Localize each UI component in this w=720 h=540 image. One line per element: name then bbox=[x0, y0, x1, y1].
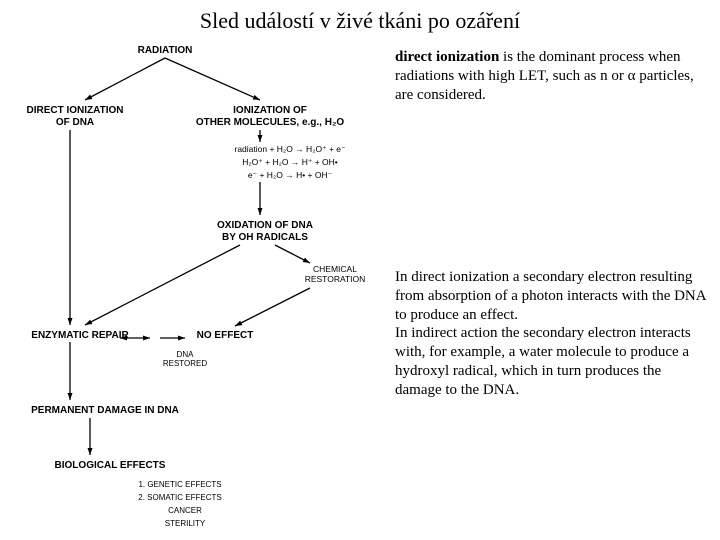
node-enz: ENZYMATIC REPAIR bbox=[15, 330, 145, 342]
node-perm: PERMANENT DAMAGE IN DNA bbox=[15, 405, 195, 417]
node-rx2: H₂O⁺ + H₂O → H⁺ + OH• bbox=[210, 158, 370, 168]
node-g3: CANCER bbox=[145, 506, 225, 515]
node-other: IONIZATION OF OTHER MOLECULES, e.g., H₂O bbox=[180, 105, 360, 128]
node-radiation: RADIATION bbox=[125, 45, 205, 57]
flow-diagram: RADIATION DIRECT IONIZATION OF DNA IONIZAT… bbox=[10, 40, 390, 530]
node-g1: 1. GENETIC EFFECTS bbox=[115, 480, 245, 489]
node-rx3: e⁻ + H₂O → H• + OH⁻ bbox=[210, 171, 370, 181]
node-bio: BIOLOGICAL EFFECTS bbox=[35, 460, 185, 472]
node-dnarest: DNA RESTORED bbox=[155, 350, 215, 368]
node-direct: DIRECT IONIZATION OF DNA bbox=[15, 105, 135, 128]
node-rx1: radiation + H₂O → H₂O⁺ + e⁻ bbox=[210, 145, 370, 155]
paragraph-direct-indirect: In direct ionization a secondary electro… bbox=[395, 268, 710, 399]
node-oxid: OXIDATION OF DNA BY OH RADICALS bbox=[200, 220, 330, 243]
node-chemrest: CHEMICAL RESTORATION bbox=[290, 265, 380, 285]
node-g2: 2. SOMATIC EFFECTS bbox=[115, 493, 245, 502]
page-title: Sled událostí v živé tkáni po ozáření bbox=[0, 8, 720, 34]
node-noeff: NO EFFECT bbox=[185, 330, 265, 342]
paragraph-direct-ionization: direct ionization is the dominant proces… bbox=[395, 48, 705, 104]
node-g4: STERILITY bbox=[145, 519, 225, 528]
